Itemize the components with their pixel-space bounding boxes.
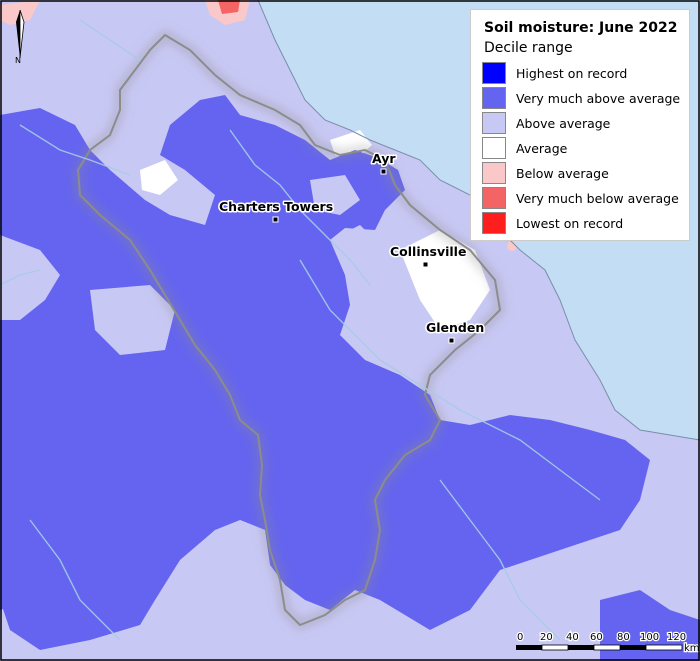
- scale-tick: 0: [517, 632, 523, 643]
- legend-swatch: [482, 187, 506, 209]
- legend: Soil moisture: June 2022 Decile range Hi…: [470, 9, 690, 241]
- legend-title: Soil moisture: June 2022: [484, 20, 678, 36]
- legend-subtitle: Decile range: [484, 40, 573, 56]
- scale-tick: 40: [566, 632, 579, 643]
- scale-unit: km: [684, 643, 700, 654]
- town-label: Ayr: [372, 151, 396, 166]
- north-arrow-icon: N: [15, 9, 25, 65]
- north-label: N: [15, 56, 21, 65]
- legend-label: Highest on record: [516, 66, 628, 81]
- legend-item-below-average: Below average: [482, 162, 687, 186]
- town-collinsville[interactable]: Collinsville: [389, 243, 468, 268]
- legend-swatch: [482, 62, 506, 84]
- very-much-above-average-areas: [0, 95, 700, 661]
- scale-tick: 80: [617, 632, 630, 643]
- legend-swatch: [482, 87, 506, 109]
- scale-tick: 60: [590, 632, 603, 643]
- town-label: Charters Towers: [219, 199, 333, 214]
- legend-swatch: [482, 162, 506, 184]
- legend-label: Lowest on record: [516, 216, 624, 231]
- legend-swatch: [482, 212, 506, 234]
- town-glenden[interactable]: Glenden: [425, 319, 486, 344]
- legend-item-above-average: Above average: [482, 112, 687, 136]
- town-markers: Ayr Charters Towers Collinsville Glenden: [218, 150, 486, 344]
- below-average-patches: [0, 0, 517, 251]
- town-ayr[interactable]: Ayr: [371, 150, 398, 175]
- town-label: Collinsville: [390, 244, 466, 259]
- rivers: [0, 19, 601, 641]
- legend-item-very-much-above-average: Very much above average: [482, 87, 687, 111]
- legend-item-very-much-below-average: Very much below average: [482, 187, 687, 211]
- legend-label: Below average: [516, 166, 609, 181]
- town-charters-towers[interactable]: Charters Towers: [218, 198, 335, 223]
- region-boundary: [76, 33, 502, 627]
- legend-item-average: Average: [482, 137, 687, 161]
- legend-label: Very much above average: [516, 91, 681, 106]
- legend-item-lowest-on-record: Lowest on record: [482, 212, 687, 236]
- scale-tick: 20: [540, 632, 553, 643]
- legend-label: Very much below average: [516, 191, 679, 206]
- town-label: Glenden: [426, 320, 484, 335]
- scale-tick: 100: [640, 632, 659, 643]
- legend-item-highest-on-record: Highest on record: [482, 62, 687, 86]
- legend-swatch: [482, 137, 506, 159]
- legend-label: Average: [516, 141, 568, 156]
- scale-bar: 0 20 40 60 80 100 120 km: [516, 631, 700, 656]
- legend-swatch: [482, 112, 506, 134]
- legend-label: Above average: [516, 116, 611, 131]
- scale-tick: 120: [667, 632, 686, 643]
